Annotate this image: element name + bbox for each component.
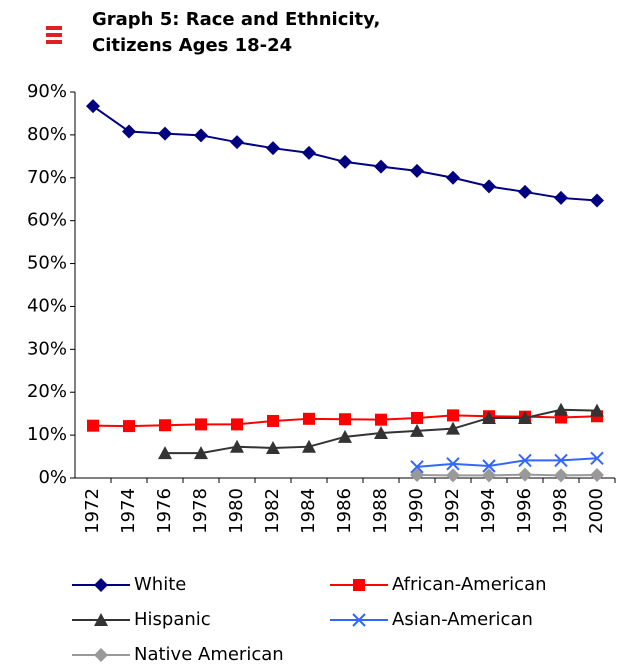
- x-tick-label: 1974: [118, 488, 139, 534]
- marker: [518, 410, 532, 424]
- marker: [94, 578, 108, 592]
- x-tick-label: 1986: [334, 488, 355, 534]
- marker: [158, 446, 172, 460]
- marker: [554, 468, 568, 483]
- marker: [94, 613, 108, 626]
- series-line: [416, 457, 598, 468]
- legend-item: Native American: [72, 644, 284, 665]
- marker: [554, 190, 568, 205]
- marker: [411, 411, 423, 424]
- marker: [410, 163, 424, 178]
- marker: [231, 418, 243, 431]
- marker: [410, 423, 424, 437]
- marker: [159, 419, 171, 432]
- marker: [194, 128, 208, 143]
- x-tick-label: 1978: [190, 488, 211, 534]
- x-tick-label: 1982: [262, 488, 283, 534]
- marker: [446, 457, 460, 471]
- x-tick-label: 1984: [298, 488, 319, 534]
- marker: [482, 468, 496, 483]
- x-tick-label: 1994: [478, 488, 499, 534]
- marker: [410, 460, 424, 474]
- x-tick-label: 1996: [514, 488, 535, 534]
- legend-item: African-American: [330, 574, 547, 595]
- y-tick-label: 50%: [27, 253, 67, 274]
- marker: [447, 409, 459, 422]
- y-tick-label: 60%: [27, 210, 67, 231]
- marker: [266, 141, 280, 156]
- marker: [554, 453, 568, 468]
- marker: [303, 412, 315, 425]
- legend-label: African-American: [392, 574, 547, 595]
- y-tick-label: 20%: [27, 381, 67, 402]
- marker: [123, 420, 135, 433]
- marker: [267, 414, 279, 427]
- y-tick-label: 80%: [27, 124, 67, 145]
- marker: [230, 439, 244, 453]
- marker: [518, 467, 532, 482]
- marker: [266, 440, 280, 454]
- y-tick-label: 0%: [38, 467, 67, 488]
- marker: [554, 402, 568, 416]
- marker: [352, 613, 366, 627]
- marker: [339, 413, 351, 426]
- legend-item: Asian-American: [330, 609, 533, 630]
- marker: [338, 154, 352, 169]
- title-icon: [46, 26, 62, 44]
- legend-label: Hispanic: [134, 609, 211, 630]
- x-tick-label: 1990: [406, 488, 427, 534]
- marker: [158, 126, 172, 141]
- marker: [590, 467, 604, 482]
- marker: [590, 403, 604, 417]
- legend-label: Asian-American: [392, 609, 533, 630]
- marker: [122, 124, 136, 139]
- marker: [230, 135, 244, 150]
- legend-item: Hispanic: [72, 609, 211, 630]
- marker: [374, 425, 388, 439]
- chart-title: Citizens Ages 18-24: [92, 35, 292, 56]
- marker: [87, 419, 99, 432]
- marker: [194, 446, 208, 460]
- marker: [94, 648, 108, 662]
- x-tick-label: 1998: [550, 488, 571, 534]
- legend-item: White: [72, 574, 186, 595]
- series-line: [92, 105, 598, 202]
- marker: [195, 418, 207, 431]
- marker: [410, 467, 424, 482]
- series-line: [416, 473, 598, 477]
- marker: [374, 159, 388, 174]
- marker: [446, 468, 460, 483]
- marker: [353, 579, 365, 591]
- x-tick-label: 1976: [154, 488, 175, 534]
- marker: [446, 421, 460, 435]
- x-tick-label: 2000: [586, 488, 607, 534]
- marker: [590, 451, 604, 465]
- legend-label: White: [134, 574, 186, 595]
- y-tick-label: 90%: [27, 81, 67, 102]
- marker: [86, 99, 100, 114]
- marker: [482, 459, 496, 473]
- y-tick-label: 40%: [27, 295, 67, 316]
- marker: [518, 184, 532, 199]
- marker: [302, 439, 316, 453]
- marker: [590, 193, 604, 208]
- y-tick-label: 10%: [27, 424, 67, 445]
- marker: [482, 179, 496, 194]
- x-tick-label: 1972: [82, 488, 103, 534]
- legend-label: Native American: [134, 644, 284, 665]
- chart-title: Graph 5: Race and Ethnicity,: [92, 9, 380, 30]
- marker: [482, 410, 496, 424]
- x-tick-label: 1980: [226, 488, 247, 534]
- marker: [338, 429, 352, 443]
- y-tick-label: 30%: [27, 338, 67, 359]
- marker: [375, 413, 387, 426]
- x-tick-label: 1992: [442, 488, 463, 534]
- marker: [446, 170, 460, 185]
- y-tick-label: 70%: [27, 167, 67, 188]
- x-tick-label: 1988: [370, 488, 391, 534]
- marker: [518, 453, 532, 468]
- marker: [302, 145, 316, 160]
